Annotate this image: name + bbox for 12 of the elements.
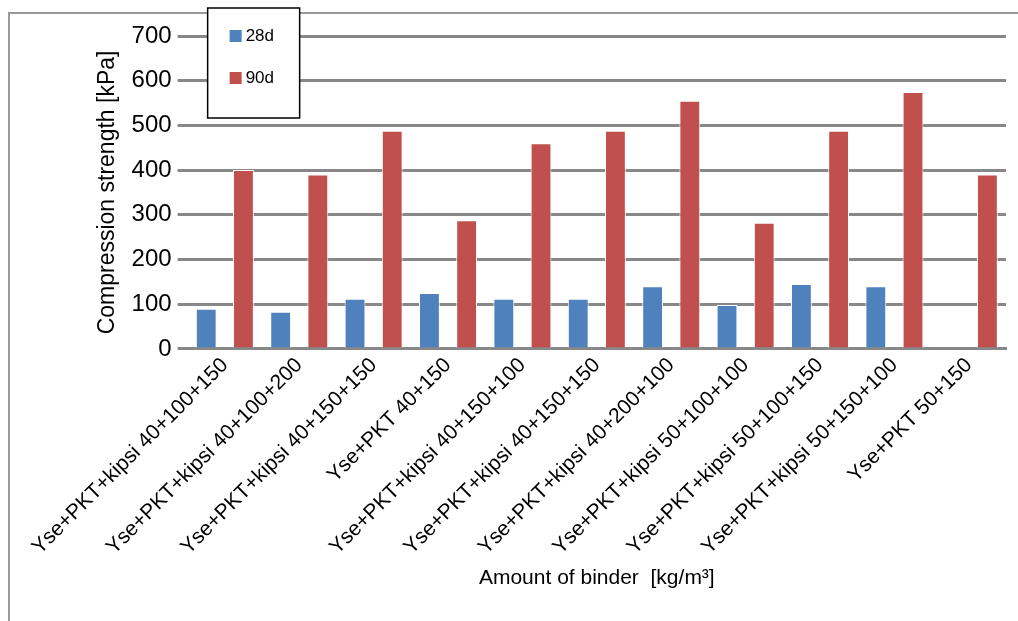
legend-label: 90d [245, 67, 275, 87]
y-tick-label: 600 [131, 65, 172, 93]
y-tick-label: 100 [131, 288, 172, 316]
y-tick-label: 300 [131, 199, 172, 227]
x-axis-title: Amount of binder [kg/m³] [478, 565, 715, 589]
y-axis-title: Compression strength [kPa] [93, 50, 120, 335]
y-tick-label: 0 [158, 333, 172, 361]
y-tick-label: 400 [131, 154, 172, 182]
y-tick-label: 700 [131, 20, 172, 48]
legend-label: 28d [245, 25, 275, 45]
y-tick-label: 200 [131, 244, 172, 272]
y-tick-label: 500 [131, 110, 172, 138]
